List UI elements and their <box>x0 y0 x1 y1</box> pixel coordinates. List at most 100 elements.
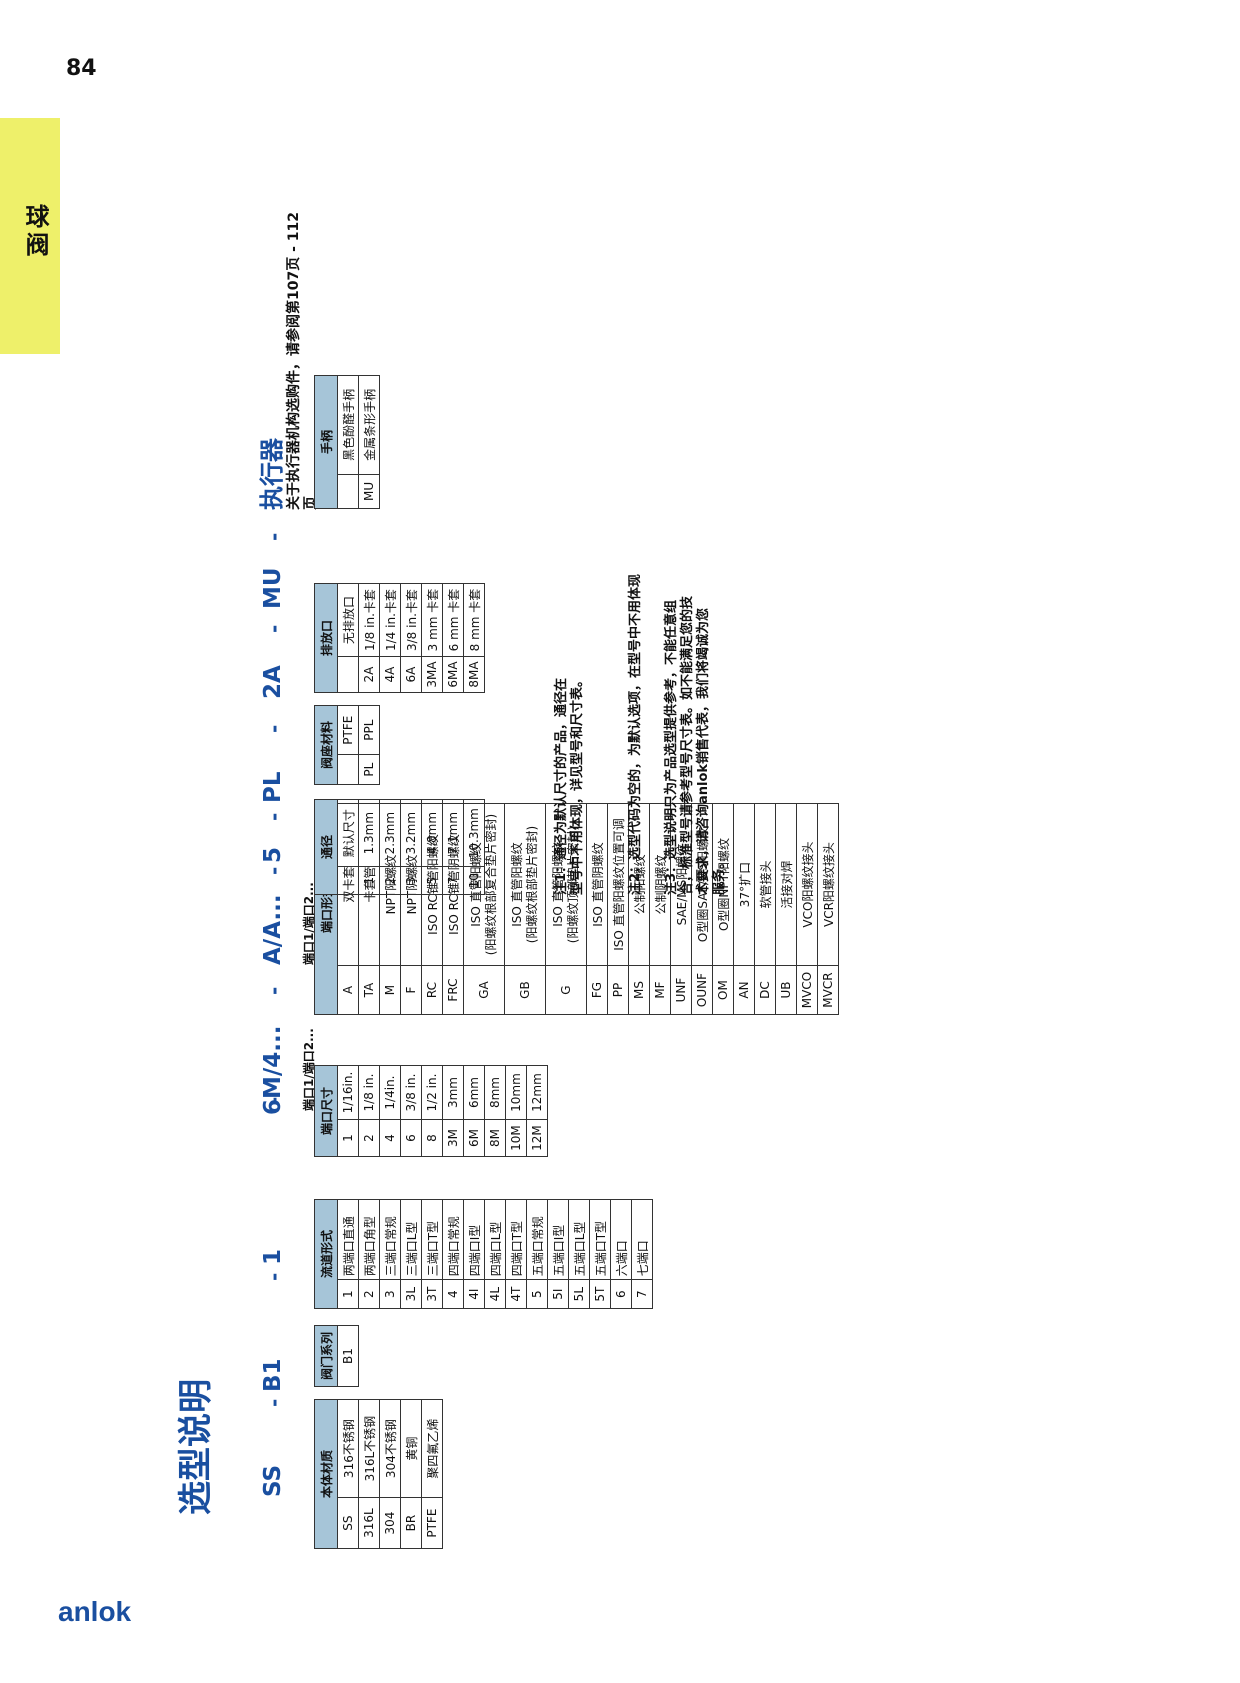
desc-cell: ISO 直管阳螺纹 (阳螺纹根部垫片密封) <box>504 803 546 966</box>
flow-table: 流道形式 1 两端口直通 2 两端口角型 3 三端口常规 3L 三端口L型 3T 三端口T… <box>314 1199 653 1309</box>
desc-cell: 五端口常规 <box>526 1199 548 1280</box>
code-cell: 2 <box>379 866 401 895</box>
table-row: 6 六端口 <box>610 1199 632 1309</box>
code-cell: 5T <box>589 1279 611 1309</box>
code-cell: SS <box>337 1497 359 1549</box>
desc-cell: 四端口常规 <box>442 1199 464 1280</box>
dash: - <box>262 624 286 633</box>
code-cell: BR <box>400 1497 422 1549</box>
code-cell: OM <box>712 965 734 1015</box>
code-cell: 304 <box>379 1497 401 1549</box>
bore-header: 通径 <box>314 799 338 895</box>
flow-header: 流道形式 <box>314 1199 338 1309</box>
code-cell: 5I <box>547 1279 569 1309</box>
table-row: 黑色酚醛手柄 <box>337 375 359 509</box>
series-header: 阀门系列 <box>314 1325 338 1387</box>
table-row: 3M 3mm <box>442 1065 464 1157</box>
table-row: 2 2.3mm <box>379 799 401 895</box>
table-row: 4A 1/4 in.卡套 <box>379 583 401 693</box>
code-cell: 5 <box>421 866 443 895</box>
desc-line: ISO 直管阳螺纹 <box>510 842 524 927</box>
code-cell: M <box>379 965 401 1015</box>
code-cell: FG <box>586 965 608 1015</box>
desc-cell: 1/4in. <box>379 1065 401 1120</box>
desc-cell: 三端口T型 <box>421 1199 443 1280</box>
code-cell: 8 <box>421 1119 443 1157</box>
table-row: 5T 五端口T型 <box>589 1199 611 1309</box>
code-cell: PTFE <box>421 1497 443 1549</box>
code-cell: GA <box>463 965 505 1015</box>
table-row: 3T 三端口T型 <box>421 1199 443 1309</box>
table-row: 7 七端口 <box>631 1199 653 1309</box>
code-cell: PP <box>607 965 629 1015</box>
desc-cell: 6 mm 卡套 <box>442 583 464 657</box>
desc-cell: 无排放口 <box>337 583 359 657</box>
code-cell: A <box>337 965 359 1015</box>
table-row: PL PPL <box>358 705 380 785</box>
desc-cell: 1/16in. <box>337 1065 359 1120</box>
table-row: PP ISO 直管阳螺纹位置可调 <box>607 803 629 1015</box>
code-cell: RC <box>421 965 443 1015</box>
table-row: 4T 四端口T型 <box>505 1199 527 1309</box>
code-cell: 12M <box>526 1119 548 1157</box>
code-cell: 4A <box>379 656 401 693</box>
table-row: 默认尺寸 <box>337 799 359 895</box>
desc-cell: 四端口T型 <box>505 1199 527 1280</box>
note-3: 注3：选型说明只为产品选型提供参考，不能任意组合，标准型号请参考型号尺寸表。如不… <box>664 595 727 895</box>
code-cell <box>337 866 359 895</box>
table-row: 7 7.1mm <box>442 799 464 895</box>
desc-cell: 四端口I型 <box>463 1199 485 1280</box>
desc-cell: 8 mm 卡套 <box>463 583 485 657</box>
table-row: PTFE 聚四氟乙烯 <box>421 1399 443 1549</box>
handle-table: 手柄 黑色酚醛手柄 MU 金属条形手柄 <box>314 375 380 509</box>
table-row: 12M 12mm <box>526 1065 548 1157</box>
desc-cell: 1/8 in. <box>358 1065 380 1120</box>
code-cell: 3L <box>400 1279 422 1309</box>
desc-cell: 五端口L型 <box>568 1199 590 1280</box>
code-cell: 3M <box>442 1119 464 1157</box>
code-cell: 6 <box>400 1119 422 1157</box>
code-cell: 3 <box>400 866 422 895</box>
code-vent: 2A <box>260 665 286 699</box>
table-row: MVCO VCO阳螺纹接头 <box>796 803 818 1015</box>
table-row: 1 1/16in. <box>337 1065 359 1157</box>
page-title: 选型说明 <box>176 1379 216 1515</box>
material-table: 本体材质 SS 316不锈钢 316L 316L不锈钢 304 304不锈钢 BR 黄铜… <box>314 1399 443 1549</box>
code-cell: 6 <box>610 1279 632 1309</box>
vent-table: 排放口 无排放口 2A 1/8 in.卡套 4A 1/4 in.卡套 6A 3/8 i… <box>314 583 485 693</box>
table-row: AN 37°扩口 <box>733 803 755 1015</box>
table-row: 5 五端口常规 <box>526 1199 548 1309</box>
table-row: GB ISO 直管阳螺纹 (阳螺纹根部垫片密封) <box>504 803 546 1015</box>
code-cell: 1 <box>358 866 380 895</box>
table-row: 6MA 6 mm 卡套 <box>442 583 464 693</box>
selection-guide: 选型说明 SS - B1 - 1 - 6M/4... 端口1/端口2... - … <box>154 160 954 1555</box>
code-cell: 2 <box>358 1279 380 1309</box>
table-row: 10M 10mm <box>505 1065 527 1157</box>
desc-cell: PTFE <box>337 705 359 755</box>
table-row: 5I 五端口I型 <box>547 1199 569 1309</box>
table-row: 4 四端口常规 <box>442 1199 464 1309</box>
desc-cell: 五端口T型 <box>589 1199 611 1280</box>
desc-cell: 7.1mm <box>442 799 464 867</box>
code-size: 6M/4... <box>260 1025 286 1115</box>
table-row: 8 1/2 in. <box>421 1065 443 1157</box>
code-cell: AN <box>733 965 755 1015</box>
desc-cell: 3/8 in. <box>400 1065 422 1120</box>
desc-cell: 活接对焊 <box>775 803 797 966</box>
dash: - <box>262 812 286 821</box>
code-cell: 1 <box>337 1279 359 1309</box>
table-row: BR 黄铜 <box>400 1399 422 1549</box>
dash: - <box>262 1398 286 1407</box>
table-row: 3 三端口常规 <box>379 1199 401 1309</box>
table-row: 1 1.3mm <box>358 799 380 895</box>
table-row: B1 <box>337 1325 359 1387</box>
code-conn: A/A... <box>260 894 286 965</box>
code-cell: 8MA <box>463 656 485 693</box>
desc-cell: 4.8mm <box>421 799 443 867</box>
desc-cell: 四端口L型 <box>484 1199 506 1280</box>
desc-cell: 两端口角型 <box>358 1199 380 1280</box>
desc-cell: 37°扩口 <box>733 803 755 966</box>
table-row: 3L 三端口L型 <box>400 1199 422 1309</box>
desc-cell: 6mm <box>463 1065 485 1120</box>
vent-header: 排放口 <box>314 583 338 693</box>
